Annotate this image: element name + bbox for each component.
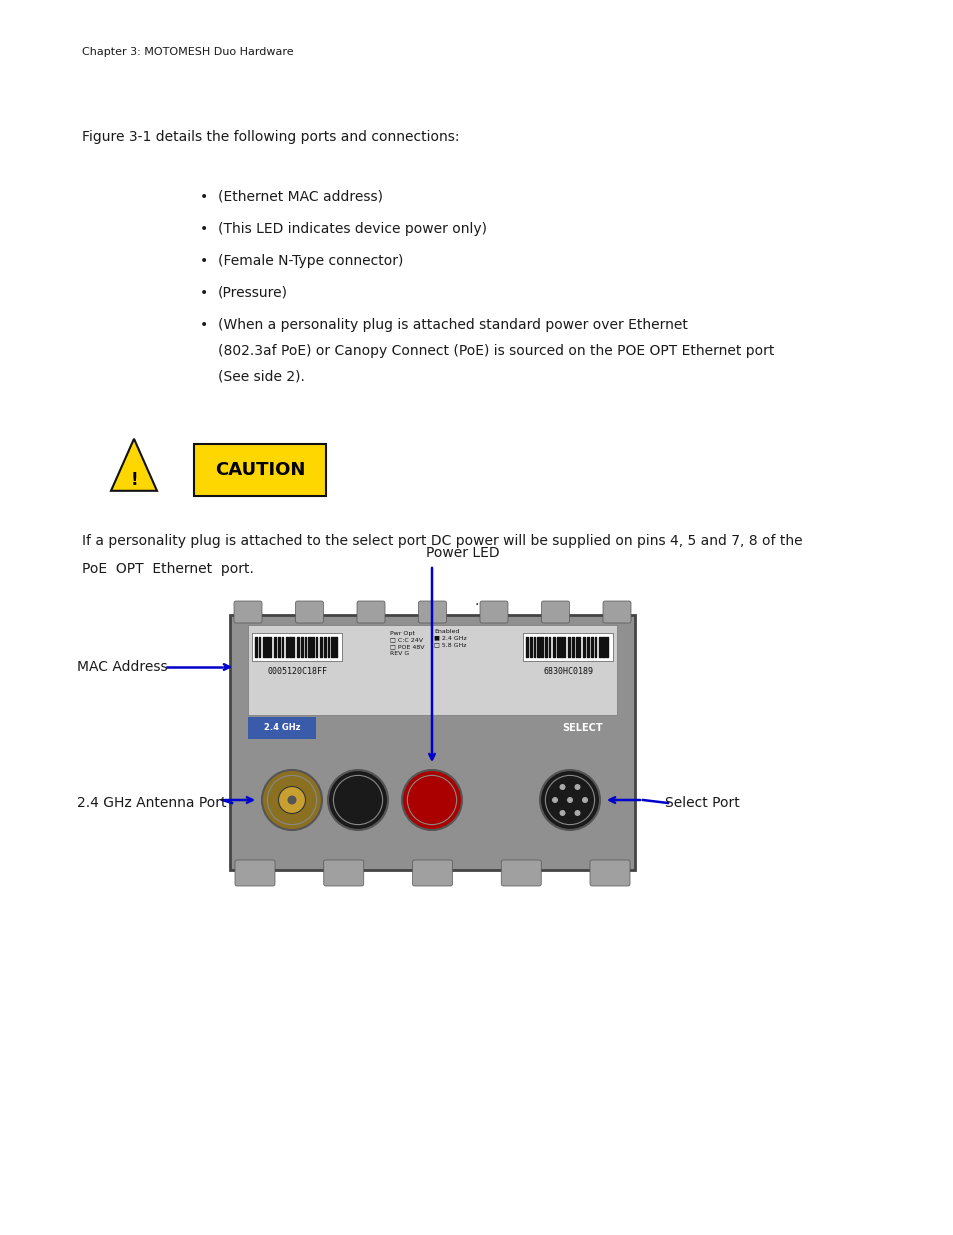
FancyBboxPatch shape bbox=[230, 615, 635, 869]
FancyBboxPatch shape bbox=[412, 860, 452, 885]
Circle shape bbox=[278, 787, 305, 814]
Text: PoE  OPT  Ethernet  port.: PoE OPT Ethernet port. bbox=[82, 562, 253, 576]
Circle shape bbox=[287, 795, 296, 804]
FancyBboxPatch shape bbox=[248, 625, 617, 715]
Text: Enabled
■ 2.4 GHz
□ 5.8 GHz: Enabled ■ 2.4 GHz □ 5.8 GHz bbox=[434, 629, 467, 647]
Text: •: • bbox=[200, 287, 208, 300]
Text: 2.4 GHz Antenna Port: 2.4 GHz Antenna Port bbox=[77, 797, 226, 810]
Text: 6830HC0189: 6830HC0189 bbox=[542, 667, 593, 676]
Text: (When a personality plug is attached standard power over Ethernet: (When a personality plug is attached sta… bbox=[218, 317, 687, 332]
Circle shape bbox=[552, 797, 558, 803]
FancyBboxPatch shape bbox=[541, 601, 569, 622]
Text: SELECT: SELECT bbox=[562, 722, 602, 734]
FancyBboxPatch shape bbox=[418, 601, 446, 622]
FancyBboxPatch shape bbox=[356, 601, 385, 622]
Circle shape bbox=[574, 810, 579, 816]
Text: Figure 3-1 details the following ports and connections:: Figure 3-1 details the following ports a… bbox=[82, 130, 459, 144]
Circle shape bbox=[539, 769, 599, 830]
Text: (Pressure): (Pressure) bbox=[218, 287, 288, 300]
Text: 2.4 GHz: 2.4 GHz bbox=[263, 724, 300, 732]
Circle shape bbox=[262, 769, 322, 830]
Text: (See side 2).: (See side 2). bbox=[218, 370, 305, 384]
FancyBboxPatch shape bbox=[479, 601, 507, 622]
Circle shape bbox=[558, 810, 565, 816]
FancyBboxPatch shape bbox=[234, 860, 274, 885]
Text: •: • bbox=[200, 254, 208, 268]
Text: •: • bbox=[200, 222, 208, 236]
Text: If a personality plug is attached to the select port DC power will be supplied o: If a personality plug is attached to the… bbox=[82, 534, 801, 548]
FancyBboxPatch shape bbox=[602, 601, 630, 622]
Text: MAC Address: MAC Address bbox=[77, 659, 168, 674]
Text: .: . bbox=[475, 594, 478, 608]
FancyBboxPatch shape bbox=[252, 634, 341, 661]
Circle shape bbox=[328, 769, 388, 830]
Circle shape bbox=[401, 769, 461, 830]
Text: 0005120C18FF: 0005120C18FF bbox=[267, 667, 327, 676]
FancyBboxPatch shape bbox=[193, 445, 326, 496]
FancyBboxPatch shape bbox=[522, 634, 613, 661]
Text: (802.3af PoE) or Canopy Connect (PoE) is sourced on the POE OPT Ethernet port: (802.3af PoE) or Canopy Connect (PoE) is… bbox=[218, 345, 774, 358]
FancyBboxPatch shape bbox=[589, 860, 629, 885]
Text: •: • bbox=[200, 190, 208, 204]
FancyBboxPatch shape bbox=[295, 601, 323, 622]
Text: CAUTION: CAUTION bbox=[214, 461, 305, 479]
FancyBboxPatch shape bbox=[323, 860, 363, 885]
Text: •: • bbox=[200, 317, 208, 332]
Circle shape bbox=[581, 797, 587, 803]
Text: (Ethernet MAC address): (Ethernet MAC address) bbox=[218, 190, 382, 204]
Text: Power LED: Power LED bbox=[425, 546, 498, 559]
Text: (This LED indicates device power only): (This LED indicates device power only) bbox=[218, 222, 486, 236]
Text: (Female N-Type connector): (Female N-Type connector) bbox=[218, 254, 403, 268]
Text: Chapter 3: MOTOMESH Duo Hardware: Chapter 3: MOTOMESH Duo Hardware bbox=[82, 47, 294, 57]
FancyBboxPatch shape bbox=[248, 718, 315, 739]
Circle shape bbox=[566, 797, 573, 803]
Circle shape bbox=[574, 784, 579, 790]
FancyBboxPatch shape bbox=[500, 860, 540, 885]
Polygon shape bbox=[111, 438, 157, 490]
Text: !: ! bbox=[130, 471, 137, 489]
FancyBboxPatch shape bbox=[233, 601, 262, 622]
Text: Pwr Opt
□ C:C 24V
□ POE 48V
REV G: Pwr Opt □ C:C 24V □ POE 48V REV G bbox=[390, 631, 424, 656]
Circle shape bbox=[558, 784, 565, 790]
Text: Select Port: Select Port bbox=[664, 797, 740, 810]
